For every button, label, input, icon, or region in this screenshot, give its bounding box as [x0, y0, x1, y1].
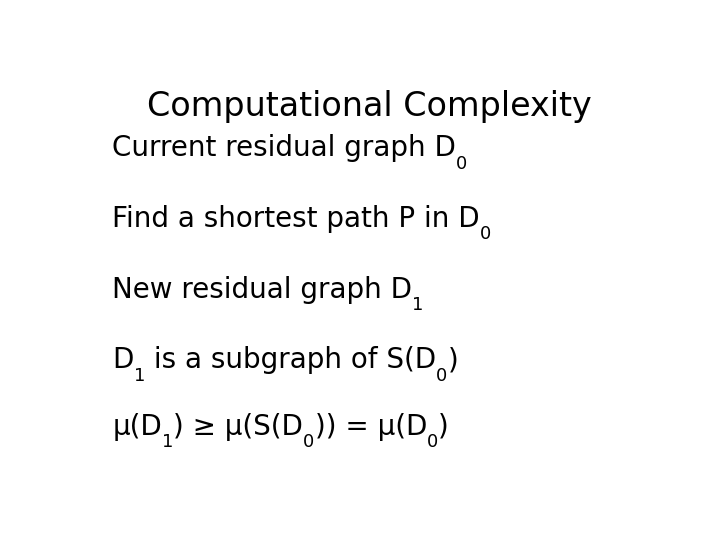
Text: μ(D: μ(D — [112, 413, 162, 441]
Text: ): ) — [447, 346, 458, 374]
Text: is a subgraph of S(D: is a subgraph of S(D — [145, 346, 436, 374]
Text: 0: 0 — [436, 367, 447, 385]
Text: D: D — [112, 346, 134, 374]
Text: 0: 0 — [303, 433, 315, 451]
Text: )) = μ(D: )) = μ(D — [315, 413, 427, 441]
Text: 1: 1 — [134, 367, 145, 385]
Text: New residual graph D: New residual graph D — [112, 275, 413, 303]
Text: ) ≥ μ(S(D: ) ≥ μ(S(D — [174, 413, 303, 441]
Text: 0: 0 — [427, 433, 438, 451]
Text: Current residual graph D: Current residual graph D — [112, 134, 456, 163]
Text: ): ) — [438, 413, 449, 441]
Text: 0: 0 — [456, 155, 467, 173]
Text: 0: 0 — [480, 225, 491, 244]
Text: 1: 1 — [162, 433, 174, 451]
Text: Find a shortest path P in D: Find a shortest path P in D — [112, 205, 480, 233]
Text: 1: 1 — [413, 296, 423, 314]
Text: Computational Complexity: Computational Complexity — [147, 90, 591, 123]
